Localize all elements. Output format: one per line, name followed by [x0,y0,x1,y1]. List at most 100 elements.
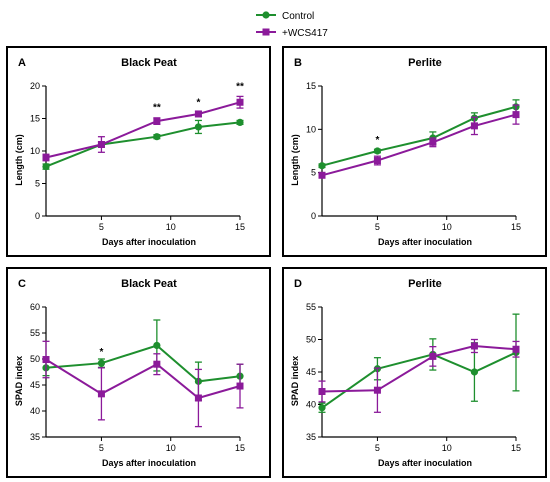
panel-b-xtick-label: 10 [442,222,452,232]
panel-c-series-wcs417-point [97,390,105,398]
panel-c-series-control-line [45,344,241,383]
panel-a-series-wcs417 [42,95,244,162]
panel-d-ytick-label: 45 [306,367,316,377]
chart-legend: Control +WCS417 [248,4,368,42]
panel-d-xtick-label: 10 [442,443,452,453]
panel-c-xlabel: Days after inoculation [102,458,196,468]
panel-b-ytick-label: 15 [306,81,316,91]
panel-b-series-control-point [373,147,382,155]
panel-c-xtick-label: 10 [166,443,176,453]
panel-c-series-control-point [153,341,161,350]
panel-c-xtick-label: 15 [235,443,245,453]
panel-b-series-wcs417-point [373,157,381,165]
panel-c-title: Black Peat [121,278,177,290]
panel-b-title: Perlite [408,57,442,69]
panel-a: A Black Peat Days after inoculation Leng… [6,46,271,257]
panel-d-ytick-label: 50 [306,335,316,345]
panel-d-series-wcs417 [318,338,520,413]
panel-d-series-wcs417-point [429,352,437,360]
panel-b-series-control-point [318,162,326,170]
panel-d-series-wcs417-point [512,345,520,353]
panel-b-series-wcs417-line [321,113,517,177]
legend-entry-wcs417: +WCS417 [256,28,328,39]
panel-a-ytick-label: 15 [30,114,40,124]
panel-b-series-wcs417 [318,104,520,179]
panel-d-series-wcs417-point [373,386,381,394]
panel-d-series-wcs417-point [318,388,326,395]
panel-d-chart: D Perlite Days after inoculation SPAD in… [290,278,521,468]
panel-c-ytick-label: 50 [30,354,40,364]
panel-c-series-wcs417-point [194,394,202,402]
panel-a-series-control-point [194,123,203,131]
panel-b: B Perlite Days after inoculation Length … [282,46,547,257]
legend-marker-control [262,11,270,19]
panel-d-letter: D [294,278,302,290]
panel-b-ytick-label: 5 [311,168,316,178]
panel-d-series-wcs417-point [470,342,478,350]
panel-c-chart: C Black Peat Days after inoculation SPAD… [14,278,245,468]
legend-label-control: Control [282,11,314,22]
panel-c: C Black Peat Days after inoculation SPAD… [6,267,271,478]
panel-d-title: Perlite [408,278,442,290]
panel-d-ylabel: SPAD index [290,356,300,406]
panel-c-xtick-label: 5 [99,443,104,453]
panel-a-significance-marker: * [196,98,200,109]
panel-c-ytick-label: 45 [30,380,40,390]
panel-c-significance-marker: * [99,347,103,358]
panel-b-ylabel: Length (cm) [290,134,300,186]
panel-b-ytick-label: 10 [306,124,316,134]
panel-a-significance-marker: ** [236,81,244,92]
panel-d-series-control [318,313,520,413]
panel-d-series-wcs417-line [321,344,517,393]
panel-a-ylabel: Length (cm) [14,134,24,186]
panel-c-ylabel: SPAD index [14,356,24,406]
panel-a-series-control-point [42,163,50,171]
panel-a-ytick-label: 20 [30,81,40,91]
panel-c-ytick-label: 35 [30,432,40,442]
panel-c-series-wcs417-point [236,382,244,390]
panel-d-series-control-point [318,404,326,412]
panel-d-ytick-label: 55 [306,302,316,312]
panel-d-xtick-label: 5 [375,443,380,453]
panel-c-plot: 35 40 45 50 55 60 5 10 15 * [30,302,245,453]
panel-a-xtick-label: 10 [166,222,176,232]
panel-a-series-control-point [153,133,161,141]
panel-b-ytick-label: 0 [311,211,316,221]
panel-b-xtick-label: 5 [375,222,380,232]
panel-b-series-wcs417-point [470,122,478,130]
panel-c-letter: C [18,278,26,290]
panel-c-series-wcs417-point [42,356,50,364]
panel-a-series-wcs417-point [42,154,50,161]
panel-b-xlabel: Days after inoculation [378,237,472,247]
legend-marker-wcs417 [262,28,270,36]
panel-d: D Perlite Days after inoculation SPAD in… [282,267,547,478]
legend-svg: Control +WCS417 [256,11,328,39]
panel-d-series-control-line [321,351,517,409]
panel-a-ytick-label: 5 [35,179,40,189]
panel-a-significance-marker: ** [153,103,161,114]
panel-c-series-control-point [97,359,106,367]
panel-c-series-wcs417-point [153,360,161,368]
panel-b-series-wcs417-point [512,111,520,119]
panel-a-xlabel: Days after inoculation [102,237,196,247]
panel-d-ytick-label: 35 [306,432,316,442]
panel-d-series-control-point [470,368,479,376]
panel-b-series-control-line [321,105,517,167]
panel-a-series-control-line [45,121,241,168]
panel-c-ytick-label: 40 [30,406,40,416]
panel-a-series-wcs417-point [194,110,202,118]
panel-a-chart: A Black Peat Days after inoculation Leng… [14,57,245,247]
panel-a-series-wcs417-point [153,117,161,125]
panel-a-ytick-label: 10 [30,146,40,156]
panel-b-significance-marker: * [375,135,379,146]
panel-b-series-wcs417-point [318,171,326,179]
panel-c-ytick-label: 55 [30,328,40,338]
panel-a-series-control-point [236,118,244,126]
panel-a-series-wcs417-point [97,141,105,148]
panel-d-xlabel: Days after inoculation [378,458,472,468]
panel-b-letter: B [294,57,302,69]
panel-d-ytick-label: 40 [306,400,316,410]
panel-a-series-wcs417-point [236,98,244,106]
